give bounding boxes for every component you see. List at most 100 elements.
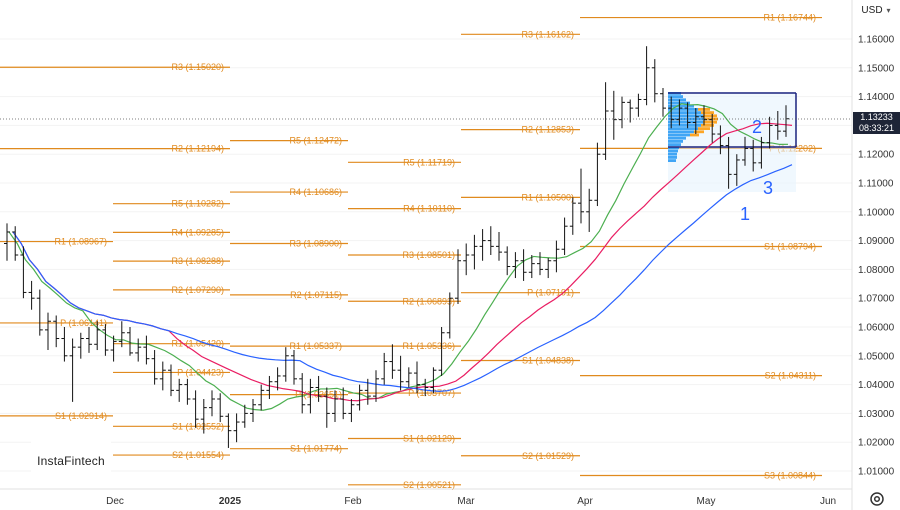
time-tick-label: 2025: [219, 496, 242, 507]
price-tick-label: 1.05000: [858, 351, 895, 362]
pivot-levels: R3 (1.15020) R2 (1.12194) R1 (1.08967) P (1…: [0, 13, 822, 490]
volume-profile-bar-up: [694, 130, 704, 134]
volume-profile-bar: [668, 124, 701, 127]
price-tick-label: 1.02000: [858, 438, 895, 449]
currency-label: USD: [861, 4, 883, 16]
volume-profile-bar: [668, 117, 704, 121]
pivot-level-label: R2 (1.12853): [521, 125, 574, 135]
volume-profile-bar: [668, 114, 703, 118]
pivot-level-label: S1 (1.01774): [290, 444, 342, 454]
pivot-level-label: R3 (1.15020): [171, 62, 224, 72]
moving-averages: [8, 103, 793, 411]
bar-countdown: 08:33:21: [858, 123, 895, 133]
pivot-level-label: R2 (1.06893): [402, 296, 455, 306]
price-tick-label: 1.16000: [858, 35, 895, 46]
logo: InstaFintech: [31, 436, 111, 486]
pivot-level-label: S2 (1.01529): [522, 451, 574, 461]
pivot-level-label: R1 (1.08967): [54, 237, 107, 247]
price-tick-label: 1.14000: [858, 92, 895, 103]
volume-profile-bar: [668, 120, 703, 124]
pivot-level-label: R3 (1.08501): [402, 250, 455, 260]
time-tick-label: Feb: [344, 496, 362, 507]
pivot-level-label: R1 (1.05336): [402, 341, 455, 351]
price-tick-label: 1.03000: [858, 409, 895, 420]
pivot-level-label: S1 (1.02552): [172, 421, 224, 431]
wave-label: 2: [752, 117, 762, 137]
pivot-level-label: S1 (1.02129): [403, 433, 455, 443]
volume-profile-bar: [668, 140, 683, 143]
pivot-level-label: R5 (1.11719): [403, 157, 455, 167]
pivot-level-label: R3 (1.08288): [171, 256, 224, 266]
pivot-level-label: S2 (1.01554): [172, 450, 224, 460]
currency-selector[interactable]: USD ▾: [852, 0, 900, 20]
pivot-level-label: S1 (1.08794): [764, 242, 816, 252]
volume-profile-bar: [668, 159, 676, 162]
price-tick-label: 1.15000: [858, 63, 895, 74]
price-tick-label: 1.09000: [858, 236, 895, 247]
chart-grid: [0, 38, 852, 472]
time-tick-label: May: [697, 496, 716, 507]
price-tick-label: 1.11000: [858, 179, 894, 190]
volume-profile-bar: [668, 95, 683, 98]
price-tick-label: 1.07000: [858, 294, 895, 305]
ma-line-slow: [12, 164, 793, 393]
price-tick-label: 1.06000: [858, 323, 895, 334]
volume-profile-bar: [668, 111, 701, 114]
wave-annotations: 1 2 3: [740, 117, 773, 224]
volume-profile-bar-up: [690, 133, 699, 137]
volume-profile-bar: [668, 127, 698, 130]
pivot-level-label: R1 (1.10500): [521, 192, 574, 202]
price-tick-label: 1.10000: [858, 207, 895, 218]
pivot-level-label: P (1.06141): [60, 318, 107, 328]
volume-profile-bar: [668, 108, 698, 111]
volume-profile-bar-up: [698, 127, 710, 130]
logo-text: InstaFintech: [37, 454, 105, 468]
pivot-level-label: R1 (1.05337): [289, 341, 342, 351]
settings-icon[interactable]: [868, 490, 886, 508]
time-tick-label: Dec: [106, 496, 124, 507]
pivot-level-label: R2 (1.07115): [290, 290, 342, 300]
pivot-level-label: R4 (1.09285): [171, 227, 224, 237]
candlesticks: [4, 46, 789, 448]
pivot-level-label: P (1.03707): [408, 388, 455, 398]
pivot-level-label: R5 (1.10282): [171, 199, 224, 209]
volume-profile-bar: [668, 130, 694, 134]
volume-profile-bar: [668, 149, 678, 153]
volume-profile: [668, 92, 797, 192]
price-tick-label: 1.01000: [858, 467, 895, 478]
pivot-level-label: S2 (1.04311): [765, 371, 816, 381]
volume-profile-bar: [668, 146, 679, 150]
chevron-down-icon: ▾: [886, 5, 891, 15]
pivot-level-label: P (1.04423): [177, 367, 224, 377]
last-price-marker: 1.13233 08:33:21: [853, 112, 900, 134]
time-axis[interactable]: Dec 2025 Feb Mar Apr May Jun: [106, 496, 836, 507]
volume-profile-bar: [668, 133, 690, 137]
volume-profile-bar-up: [701, 111, 714, 114]
pivot-level-label: S1 (1.02914): [55, 411, 107, 421]
wave-label: 1: [740, 204, 750, 224]
pivot-level-label: P (1.07191): [527, 288, 574, 298]
pivot-level-label: S3 (1.00844): [764, 470, 816, 480]
volume-profile-bar: [668, 98, 686, 102]
price-tick-label: 1.08000: [858, 265, 895, 276]
pivot-level-label: R1 (1.16744): [763, 13, 816, 23]
price-tick-label: 1.12000: [858, 150, 895, 161]
pivot-level-label: R3 (1.16162): [521, 29, 574, 39]
pivot-level-label: R3 (1.08900): [289, 238, 342, 248]
pivot-level-label: R1 (1.05420): [171, 339, 224, 349]
pivot-level-label: R2 (1.07290): [171, 285, 224, 295]
time-tick-label: Mar: [457, 496, 475, 507]
pivot-level-label: S1 (1.04838): [522, 355, 574, 365]
pivot-level-label: R4 (1.10686): [289, 187, 342, 197]
volume-profile-bar: [668, 143, 681, 146]
time-tick-label: Apr: [577, 496, 593, 507]
pivot-level-label: R5 (1.12472): [289, 136, 342, 146]
wave-label: 3: [763, 178, 773, 198]
last-price-value: 1.13233: [860, 112, 893, 122]
volume-profile-bar-up: [701, 124, 714, 127]
volume-profile-bar: [668, 156, 677, 159]
volume-profile-bar: [668, 136, 686, 140]
pivot-level-label: R4 (1.10110): [403, 204, 455, 214]
time-tick-label: Jun: [820, 496, 836, 507]
